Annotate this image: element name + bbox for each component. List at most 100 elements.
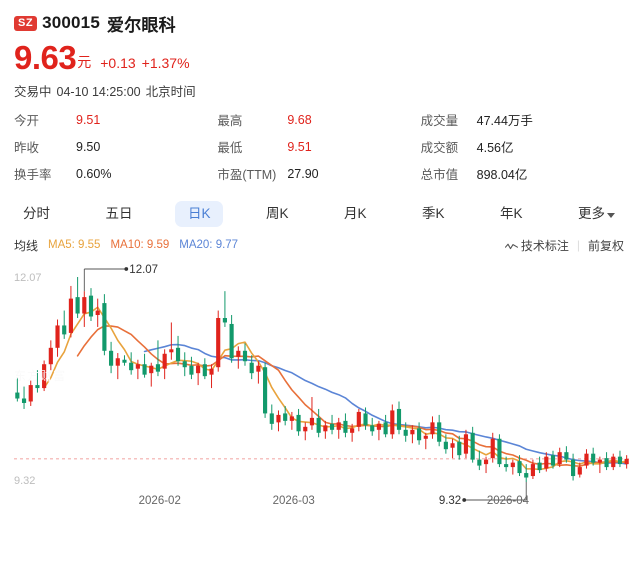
candle-body	[604, 458, 609, 468]
candle-body	[162, 353, 167, 369]
candle-body	[443, 441, 448, 450]
y-axis-max-label: 12.07	[14, 272, 42, 284]
stat-label: 最高	[217, 114, 243, 128]
tab-more[interactable]: 更多	[565, 201, 628, 227]
candle-body	[316, 417, 321, 433]
candle-body	[624, 458, 629, 465]
stat-low: 最低 9.51	[217, 137, 420, 156]
candle-body	[376, 423, 381, 430]
candle-body	[276, 414, 281, 423]
stat-prev-close: 昨收 9.50	[14, 137, 217, 156]
symbol-row: SZ 300015 爱尔眼科	[14, 12, 638, 35]
tech-note-button[interactable]: 技术标注	[504, 237, 569, 254]
annotation-label: 9.32	[439, 495, 461, 507]
candle-body	[591, 453, 596, 463]
candle-body	[336, 422, 341, 430]
candle-body	[95, 310, 100, 316]
x-axis-tick: 2026-04	[486, 495, 530, 507]
tab-intraday[interactable]: 分时	[23, 206, 50, 221]
tab-daily-k[interactable]: 日K	[174, 201, 224, 227]
ma5-value: MA5: 9.55	[48, 239, 101, 251]
market-status-row: 交易中 04-10 14:25:00 北京时间	[14, 81, 638, 100]
candle-body	[557, 452, 562, 465]
candle-body	[323, 425, 328, 432]
ma20-value: MA20: 9.77	[179, 239, 239, 251]
candle-body	[129, 362, 134, 371]
candle-body	[155, 364, 161, 372]
candle-body	[564, 452, 569, 460]
candle-body	[577, 467, 582, 475]
stat-value: 27.90	[287, 166, 319, 181]
candle-body	[617, 456, 623, 465]
x-axis-tick: 2026-03	[272, 495, 315, 507]
exchange-badge: SZ	[14, 15, 38, 31]
candle-body	[283, 413, 288, 421]
stat-label: 今开	[14, 114, 40, 128]
candle-body	[611, 456, 616, 468]
candlestick-chart[interactable]: 东方财富 12.07 9.32 12.07 9.32 2026-02 2026-03 20…	[0, 259, 638, 524]
stat-market-cap: 总市值 898.04亿	[421, 164, 624, 183]
candle-body	[15, 392, 20, 399]
stat-label: 成交量	[420, 114, 459, 128]
market-status: 交易中	[14, 85, 52, 99]
candle-body	[524, 473, 529, 478]
chart-watermark: 东方财富	[14, 369, 67, 383]
tab-five-day[interactable]: 五日	[105, 206, 133, 221]
candle-body	[249, 362, 254, 374]
stat-turnover-rate: 换手率 0.60%	[14, 164, 217, 183]
candle-body	[62, 325, 67, 335]
candle-body	[437, 422, 442, 442]
tab-weekly-k[interactable]: 周K	[265, 206, 289, 221]
stat-high: 最高 9.68	[217, 110, 420, 129]
candle-body	[383, 422, 388, 435]
candle-body	[550, 455, 556, 466]
candle-body	[209, 368, 214, 375]
stat-value: 4.56亿	[476, 141, 514, 155]
stat-value: 9.50	[76, 139, 101, 154]
candle-body	[175, 347, 181, 362]
candle-body	[530, 464, 535, 477]
stock-name: 爱尔眼科	[107, 15, 176, 35]
candle-body	[497, 438, 502, 465]
stat-label: 成交额	[420, 141, 459, 155]
annotation-label: 12.07	[129, 264, 158, 276]
candle-body	[182, 361, 187, 368]
candle-body	[122, 359, 127, 363]
stat-value: 9.51	[76, 112, 101, 127]
stat-value: 47.44万手	[476, 114, 533, 128]
stat-open: 今开 9.51	[14, 110, 217, 129]
candle-body	[584, 453, 589, 466]
tab-monthly-k[interactable]: 月K	[343, 206, 367, 221]
stat-label: 市盈(TTM)	[217, 168, 277, 182]
candle-body	[82, 297, 87, 314]
stat-turnover-amount: 成交额 4.56亿	[421, 137, 624, 156]
candle-body	[189, 365, 194, 375]
tab-quarterly-k[interactable]: 季K	[421, 206, 445, 221]
candle-body	[21, 398, 27, 403]
candle-body	[356, 411, 361, 427]
candle-body	[490, 438, 495, 459]
candle-body	[216, 318, 221, 368]
price-row: 9.63 元 +0.13 +1.37%	[14, 40, 638, 74]
candle-body	[544, 456, 549, 469]
ma10-value: MA10: 9.59	[110, 239, 170, 251]
candle-body	[75, 297, 80, 314]
candle-body	[343, 420, 348, 433]
adjust-mode-button[interactable]: 前复权	[587, 238, 624, 253]
legend-divider: |	[576, 238, 580, 252]
moving-average-legend: 均线 MA5: 9.55 MA10: 9.59 MA20: 9.77 技术标注 …	[0, 233, 638, 257]
candle-body	[236, 350, 241, 357]
y-axis-min-label: 9.32	[14, 475, 35, 487]
stat-value: 0.60%	[76, 166, 112, 181]
tab-yearly-k[interactable]: 年K	[499, 206, 523, 221]
tech-note-label: 技术标注	[520, 238, 569, 253]
stat-label: 昨收	[14, 141, 40, 155]
candle-body	[423, 435, 428, 439]
chart-canvas[interactable]: 12.07 9.32 12.07 9.32	[0, 259, 638, 524]
candle-body	[457, 441, 462, 456]
candle-body	[470, 432, 475, 460]
candle-body	[296, 414, 301, 432]
candle-body	[329, 423, 335, 430]
tab-more-label: 更多	[577, 206, 605, 221]
candle-body	[477, 459, 482, 466]
